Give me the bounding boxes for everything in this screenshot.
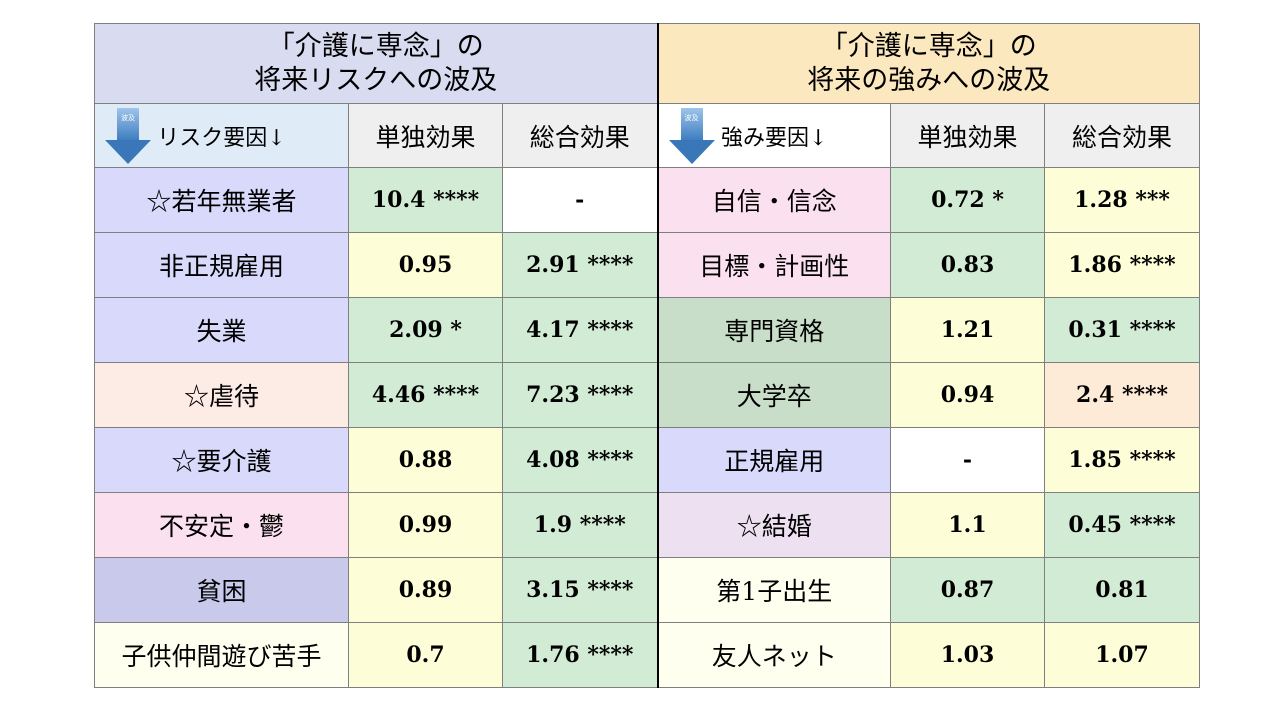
right-single-cell: 0.72 * (890, 167, 1045, 233)
right-factor-cell: 正規雇用 (656, 427, 891, 493)
left-factor-cell: 不安定・鬱 (94, 492, 349, 558)
table-row: ☆虐待 4.46 **** 7.23 **** 大学卒 0.94 2.4 ***… (94, 362, 1200, 428)
left-factor-cell: 子供仲間遊び苦手 (94, 622, 349, 688)
left-single-cell: 0.88 (348, 427, 503, 493)
down-arrow-icon: 波及 (668, 108, 715, 164)
arrow-tag-label: 波及 (684, 114, 699, 122)
left-total-cell: 7.23 **** (502, 362, 658, 428)
right-factor-cell: 目標・計画性 (656, 232, 891, 298)
title-row: 「介護に専念」の 将来リスクへの波及 「介護に専念」の 将来の強みへの波及 (94, 23, 1200, 104)
right-total-cell: 2.4 **** (1044, 362, 1200, 428)
right-single-cell: 0.87 (890, 557, 1045, 623)
left-total-cell: - (502, 167, 658, 233)
left-single-cell: 0.99 (348, 492, 503, 558)
left-title-line2: 将来リスクへの波及 (254, 64, 498, 96)
right-factor-header-label: 強み要因↓ (721, 125, 828, 151)
table-row: ☆若年無業者 10.4 **** - 自信・信念 0.72 * 1.28 *** (94, 167, 1200, 233)
left-factor-header: 波及 リスク要因↓ (94, 103, 349, 168)
right-total-cell: 0.81 (1044, 557, 1200, 623)
right-single-cell: 1.1 (890, 492, 1045, 558)
right-factor-cell: 自信・信念 (656, 167, 891, 233)
right-single-cell: 0.94 (890, 362, 1045, 428)
right-single-cell: 1.21 (890, 297, 1045, 363)
right-factor-cell: 大学卒 (656, 362, 891, 428)
table-row: 貧困 0.89 3.15 **** 第1子出生 0.87 0.81 (94, 557, 1200, 623)
left-total-cell: 1.9 **** (502, 492, 658, 558)
right-total-header: 総合効果 (1044, 103, 1200, 168)
right-factor-cell: 専門資格 (656, 297, 891, 363)
right-factor-cell: 第1子出生 (656, 557, 891, 623)
right-total-cell: 1.28 *** (1044, 167, 1200, 233)
results-table: 「介護に専念」の 将来リスクへの波及 「介護に専念」の 将来の強みへの波及 波及… (94, 23, 1200, 688)
left-factor-cell: ☆要介護 (94, 427, 349, 493)
left-factor-cell: 非正規雇用 (94, 232, 349, 298)
left-single-cell: 2.09 * (348, 297, 503, 363)
left-factor-header-label: リスク要因↓ (157, 125, 286, 151)
left-total-cell: 2.91 **** (502, 232, 658, 298)
left-total-cell: 4.17 **** (502, 297, 658, 363)
left-single-header: 単独効果 (348, 103, 503, 168)
left-total-header: 総合効果 (502, 103, 658, 168)
right-single-header: 単独効果 (890, 103, 1045, 168)
right-single-cell: - (890, 427, 1045, 493)
left-total-cell: 1.76 **** (502, 622, 658, 688)
right-factor-cell: ☆結婚 (656, 492, 891, 558)
left-single-cell: 0.95 (348, 232, 503, 298)
right-total-cell: 1.86 **** (1044, 232, 1200, 298)
right-single-cell: 1.03 (890, 622, 1045, 688)
down-arrow-icon: 波及 (105, 108, 151, 164)
left-single-cell: 4.46 **** (348, 362, 503, 428)
table-row: 失業 2.09 * 4.17 **** 専門資格 1.21 0.31 **** (94, 297, 1200, 363)
left-total-cell: 3.15 **** (502, 557, 658, 623)
left-factor-cell: 失業 (94, 297, 349, 363)
table-row: 不安定・鬱 0.99 1.9 **** ☆結婚 1.1 0.45 **** (94, 492, 1200, 558)
left-factor-cell: 貧困 (94, 557, 349, 623)
right-section-title: 「介護に専念」の 将来の強みへの波及 (656, 23, 1200, 104)
table-row: ☆要介護 0.88 4.08 **** 正規雇用 - 1.85 **** (94, 427, 1200, 493)
left-single-cell: 10.4 **** (348, 167, 503, 233)
table-row: 子供仲間遊び苦手 0.7 1.76 **** 友人ネット 1.03 1.07 (94, 622, 1200, 688)
right-factor-header: 波及 強み要因↓ (656, 103, 891, 168)
right-total-cell: 1.85 **** (1044, 427, 1200, 493)
right-title-line2: 将来の強みへの波及 (807, 64, 1051, 96)
right-factor-cell: 友人ネット (656, 622, 891, 688)
right-single-cell: 0.83 (890, 232, 1045, 298)
left-factor-cell: ☆若年無業者 (94, 167, 349, 233)
left-section-title: 「介護に専念」の 将来リスクへの波及 (94, 23, 658, 104)
right-total-cell: 1.07 (1044, 622, 1200, 688)
left-total-cell: 4.08 **** (502, 427, 658, 493)
right-title-line1: 「介護に専念」の (820, 30, 1037, 62)
left-single-cell: 0.89 (348, 557, 503, 623)
header-row: 波及 リスク要因↓ 単独効果 総合効果 波及 強み要因↓ 単独効果 総合効果 (94, 103, 1200, 168)
right-total-cell: 0.31 **** (1044, 297, 1200, 363)
left-factor-cell: ☆虐待 (94, 362, 349, 428)
left-title-line1: 「介護に専念」の (267, 30, 484, 62)
right-total-cell: 0.45 **** (1044, 492, 1200, 558)
left-single-cell: 0.7 (348, 622, 503, 688)
table-row: 非正規雇用 0.95 2.91 **** 目標・計画性 0.83 1.86 **… (94, 232, 1200, 298)
arrow-tag-label: 波及 (121, 114, 135, 122)
